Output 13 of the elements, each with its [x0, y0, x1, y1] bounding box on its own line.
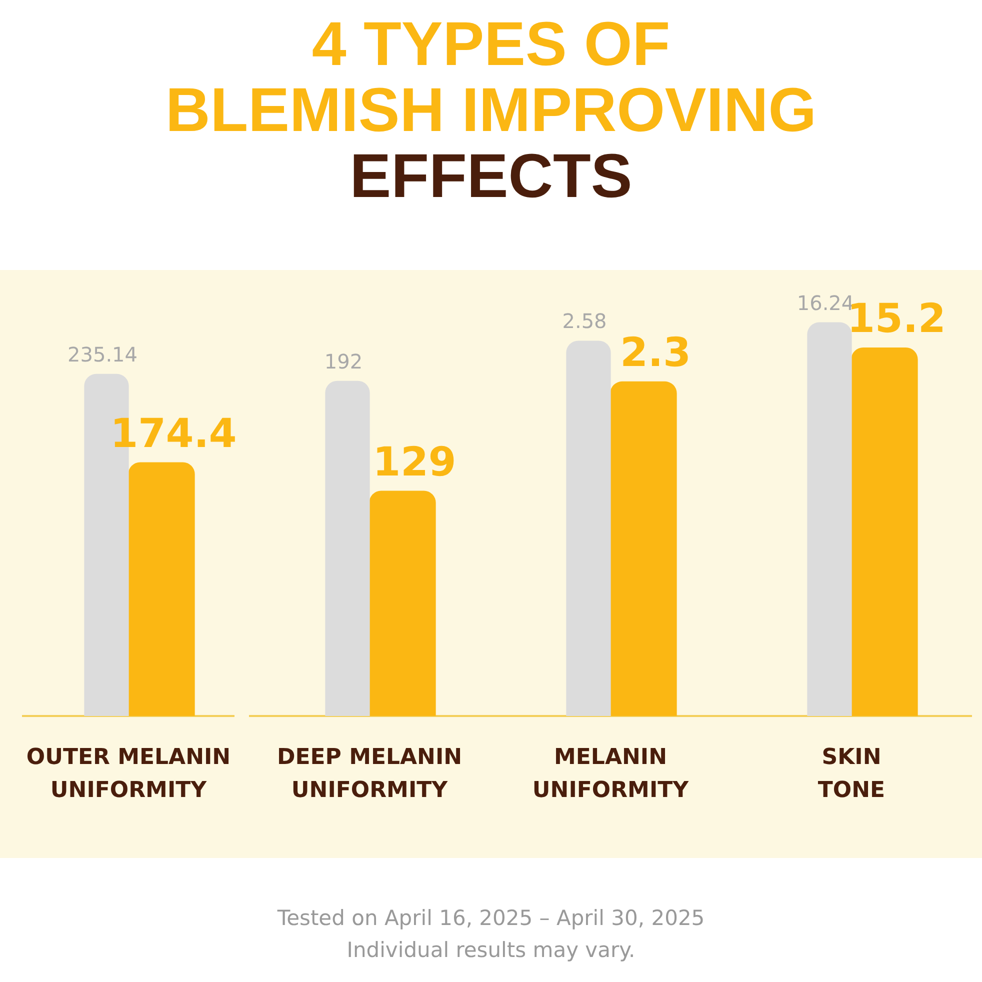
- data-label: 174.4: [110, 410, 237, 457]
- data-label: 2.3: [620, 330, 691, 376]
- text: Individual results may vary.: [346, 937, 636, 964]
- data-label: 129: [372, 439, 456, 486]
- x-tick-label: OUTER MELANIN UNIFORMITY: [26, 745, 231, 804]
- text: Tested on April 16, 2025 – April 30, 2025: [276, 905, 706, 932]
- data-label: 235.14: [68, 342, 138, 366]
- data-label: 2.58: [562, 309, 607, 334]
- text: 4 TYPES OF BLEMISH IMPROVING EFFECTS: [164, 10, 818, 211]
- x-tick-label: SKIN TONE: [818, 745, 886, 804]
- x-tick-label: DEEP MELANIN UNIFORMITY: [276, 745, 462, 804]
- data-label: 192: [324, 349, 363, 374]
- x-tick-label: MELANIN UNIFORMITY: [532, 745, 690, 804]
